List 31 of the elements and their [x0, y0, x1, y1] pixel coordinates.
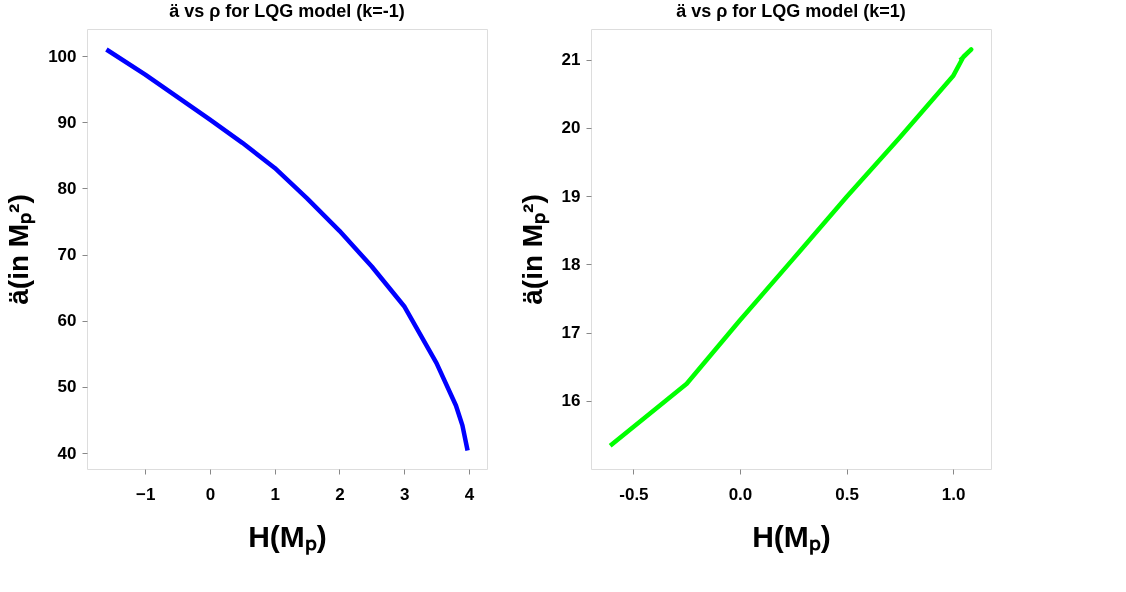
chart-title: ä vs ρ for LQG model (k=-1)	[169, 1, 405, 21]
x-tick-label: 0.0	[728, 484, 753, 504]
x-tick-label: −1	[136, 484, 156, 504]
y-axis-title: ä(in Mₚ²)	[3, 194, 37, 305]
y-tick-label: 20	[561, 118, 581, 138]
y-tick-label: 16	[561, 391, 581, 411]
x-tick-label: 0	[205, 484, 216, 504]
x-tick-label: 3	[399, 484, 410, 504]
x-tick-label: 4	[464, 484, 475, 504]
x-axis-title: H(Mₚ)	[248, 519, 327, 555]
y-tick-label: 40	[57, 443, 77, 463]
y-tick-label: 100	[48, 46, 77, 66]
y-axis-title: ä(in Mₚ²)	[516, 194, 550, 305]
y-tick-label: 19	[561, 186, 581, 206]
y-tick-label: 70	[57, 245, 77, 265]
y-tick-label: 80	[57, 178, 77, 198]
x-tick-label: -0.5	[619, 484, 649, 504]
y-tick-label: 90	[57, 112, 77, 132]
line-series	[607, 47, 974, 449]
y-tick-label: 21	[561, 50, 581, 70]
x-tick-label: 2	[335, 484, 345, 504]
y-tick-label: 18	[561, 254, 581, 274]
chart-title: ä vs ρ for LQG model (k=1)	[676, 1, 906, 21]
line-series	[104, 47, 470, 453]
y-tick-label: 60	[57, 311, 77, 331]
y-tick-label: 50	[57, 377, 77, 397]
x-tick-label: 1.0	[941, 484, 966, 504]
x-tick-label: 0.5	[835, 484, 859, 504]
y-tick-label: 17	[561, 323, 581, 343]
x-axis-title: H(Mₚ)	[752, 519, 831, 555]
x-tick-label: 1	[270, 484, 280, 504]
